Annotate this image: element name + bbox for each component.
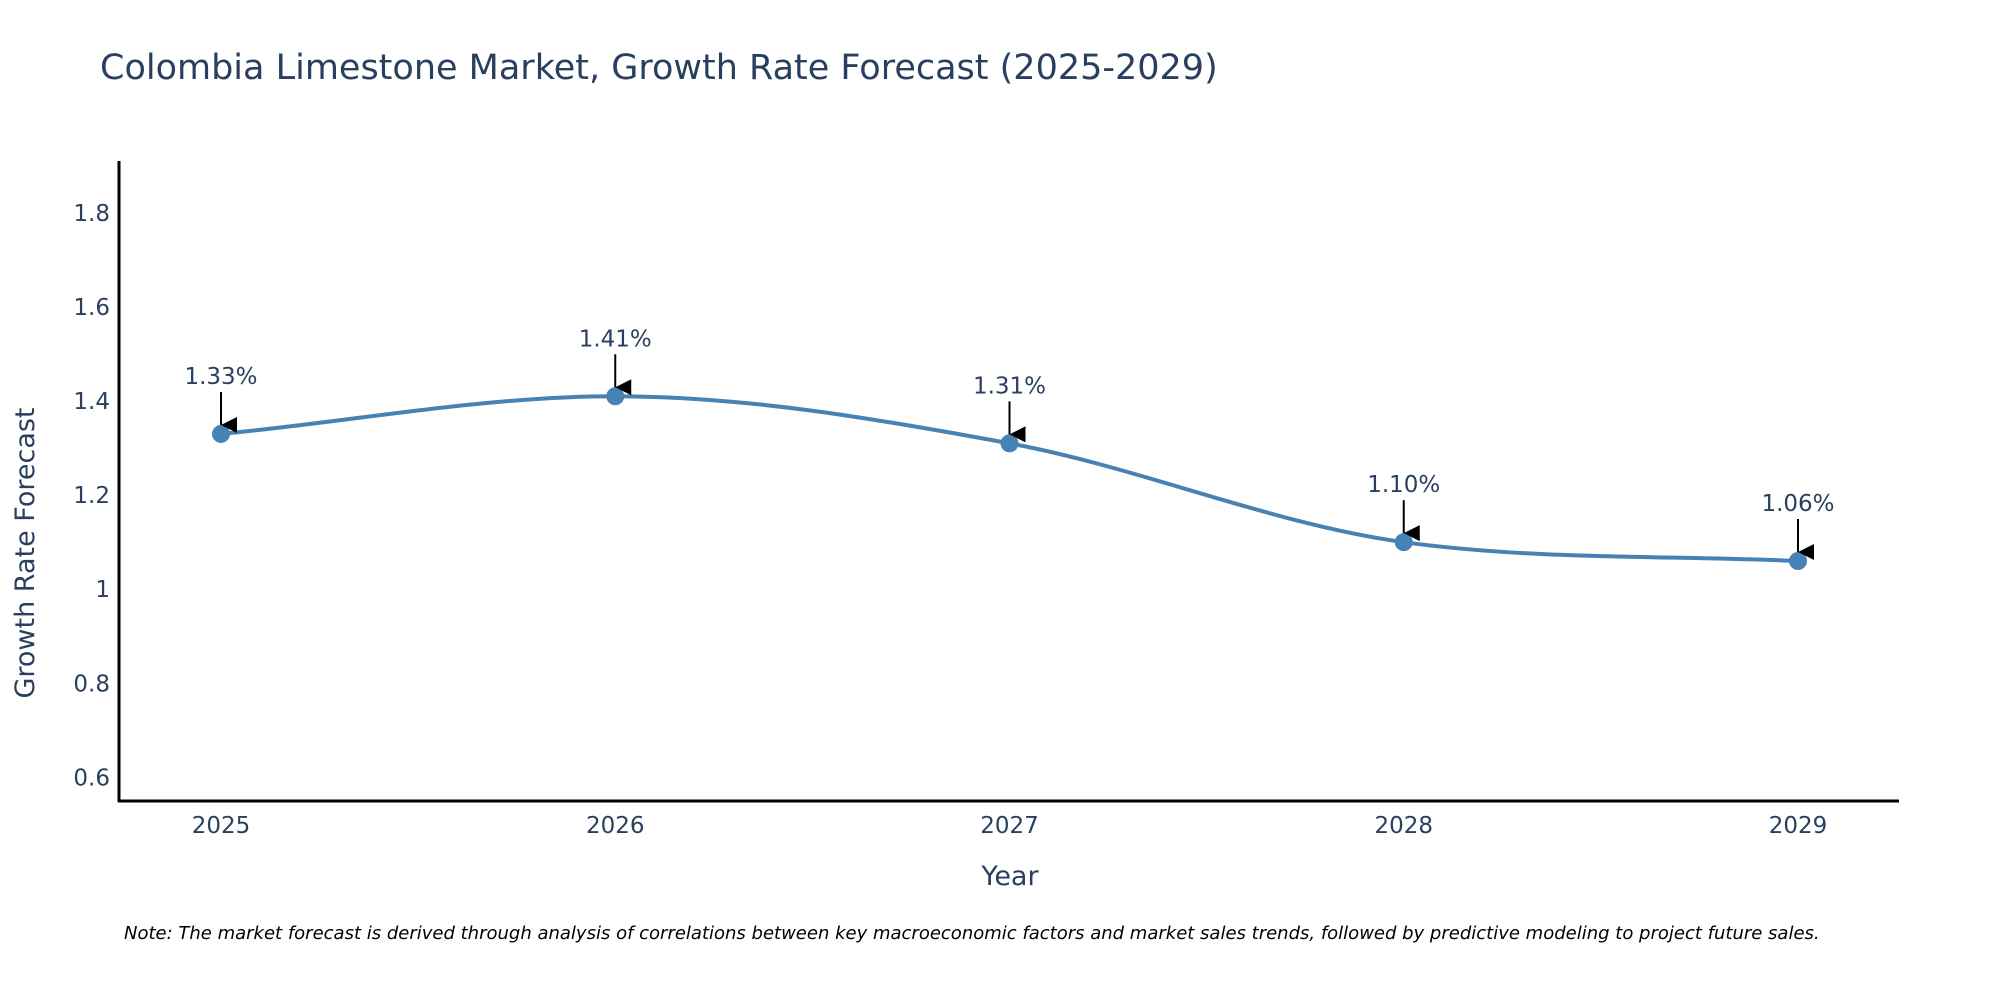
data-point bbox=[212, 424, 230, 443]
y-tick-label: 1.4 bbox=[73, 389, 110, 415]
x-tick-label: 2029 bbox=[1769, 813, 1828, 839]
data-point bbox=[1000, 434, 1019, 453]
footnote: Note: The market forecast is derived thr… bbox=[124, 923, 1820, 944]
y-axis-title: Growth Rate Forecast bbox=[10, 407, 41, 698]
x-tick-label: 2028 bbox=[1374, 813, 1433, 839]
data-point bbox=[606, 387, 625, 406]
data-label: 1.06% bbox=[1761, 491, 1834, 517]
x-tick-label: 2025 bbox=[192, 813, 251, 839]
chart-title: Colombia Limestone Market, Growth Rate F… bbox=[100, 48, 1218, 88]
y-tick-label: 1.2 bbox=[73, 483, 110, 509]
data-label: 1.31% bbox=[973, 373, 1046, 399]
data-label: 1.41% bbox=[579, 326, 652, 352]
y-tick-label: 1 bbox=[95, 577, 110, 603]
data-point bbox=[1394, 533, 1413, 552]
annotation-layer: 1.33% 1.41% 1.31% 1.10% 1.06% bbox=[184, 326, 1835, 560]
data-label: 1.10% bbox=[1367, 472, 1440, 498]
x-axis-ticks: 2025 2026 2027 2028 2029 bbox=[192, 813, 1828, 839]
x-tick-label: 2026 bbox=[586, 813, 645, 839]
y-tick-label: 0.8 bbox=[73, 671, 110, 697]
y-tick-label: 1.6 bbox=[73, 295, 110, 321]
y-tick-label: 0.6 bbox=[73, 765, 110, 791]
y-axis-ticks: 0.6 0.8 1 1.2 1.4 1.6 1.8 bbox=[73, 201, 110, 792]
x-tick-label: 2027 bbox=[980, 813, 1039, 839]
data-label: 1.33% bbox=[184, 364, 257, 390]
x-axis-title: Year bbox=[980, 861, 1039, 892]
y-tick-label: 1.8 bbox=[73, 201, 110, 227]
data-point bbox=[1789, 552, 1807, 570]
